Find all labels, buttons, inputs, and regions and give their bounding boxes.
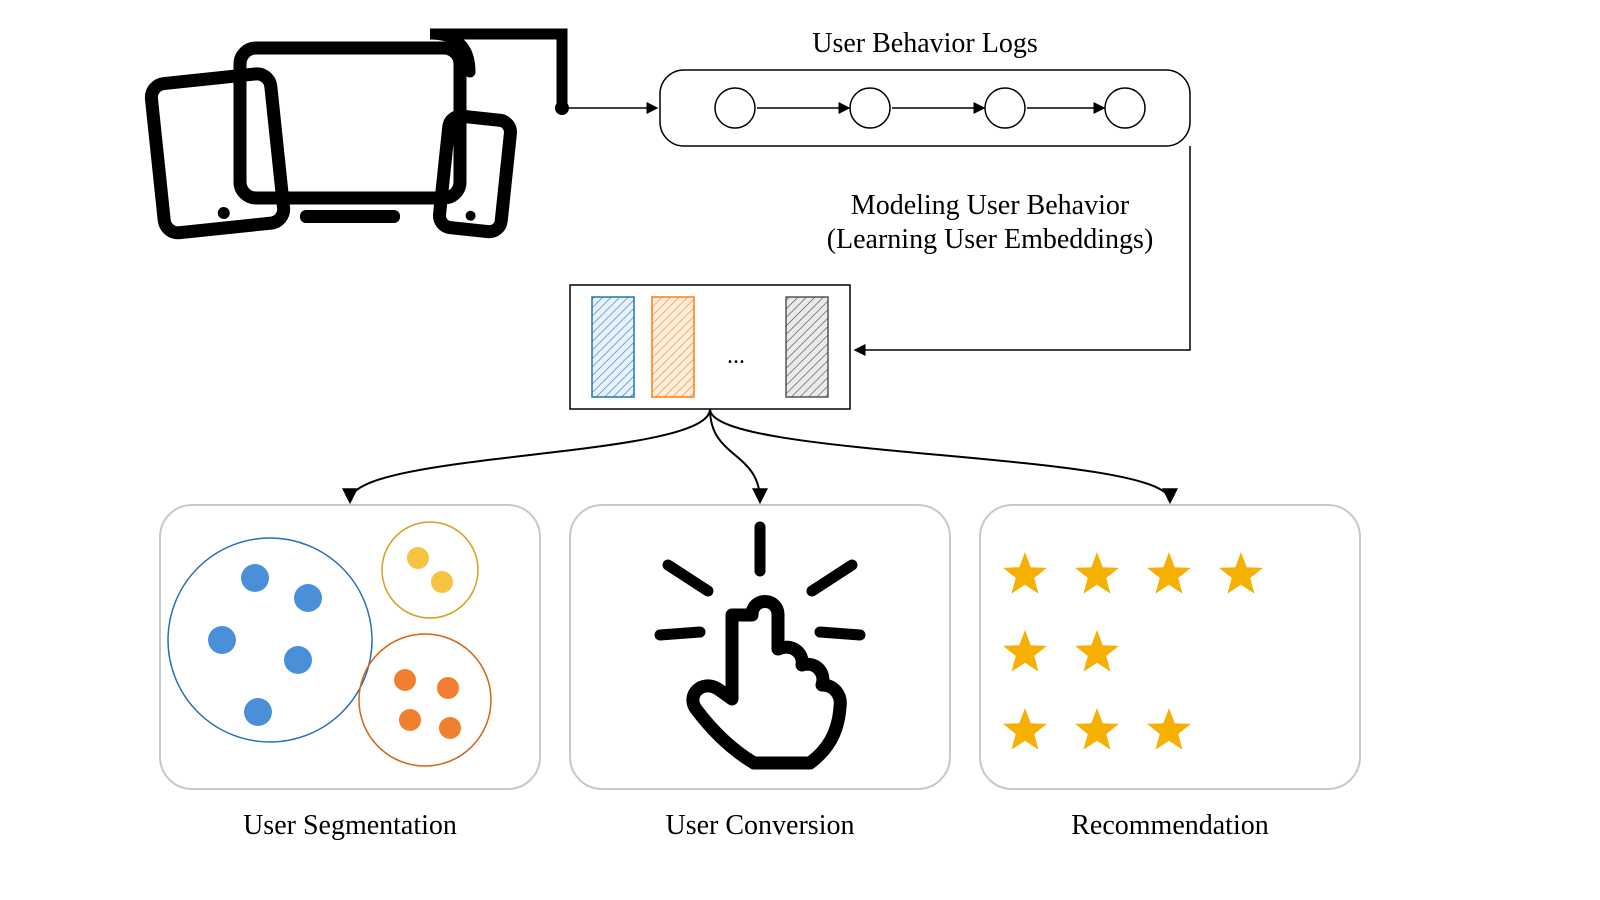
cluster-dot (407, 547, 429, 569)
modeling-label-line2: (Learning User Embeddings) (690, 224, 1290, 256)
log-event-node (850, 88, 890, 128)
diagram-canvas (0, 0, 1600, 900)
conversion-panel (570, 505, 950, 789)
rating-star-icon (1003, 552, 1047, 594)
cluster-dot (244, 698, 272, 726)
rating-star-icon (1147, 552, 1191, 594)
rating-star-icon (1219, 552, 1263, 594)
modeling-label-line1: Modeling User Behavior (690, 190, 1290, 222)
rating-star-icon (1075, 708, 1119, 750)
cluster-dot (284, 646, 312, 674)
rating-star-icon (1075, 552, 1119, 594)
rating-star-icon (1147, 708, 1191, 750)
rating-star-icon (1003, 708, 1047, 750)
behavior-logs-box (660, 70, 1190, 146)
cluster-outline-orange (359, 634, 491, 766)
cluster-dot (208, 626, 236, 654)
cluster-dot (431, 571, 453, 593)
cluster-dot (241, 564, 269, 592)
rating-star-icon (1075, 630, 1119, 672)
cluster-dot (394, 669, 416, 691)
cluster-dot (399, 709, 421, 731)
cluster-outline-yellow (382, 522, 478, 618)
behavior-logs-label: User Behavior Logs (625, 28, 1225, 60)
branch-arrows (350, 409, 1170, 501)
cluster-dot (439, 717, 461, 739)
log-event-node (1105, 88, 1145, 128)
click-burst-line (660, 632, 700, 635)
click-burst-line (820, 632, 860, 635)
click-burst-line (668, 565, 708, 591)
devices-icon (150, 34, 569, 234)
click-burst-line (812, 565, 852, 591)
cluster-dot (437, 677, 459, 699)
ellipsis-label: ... (436, 343, 1036, 370)
recommendation-caption: Recommendation (870, 810, 1470, 842)
segmentation-panel (160, 505, 540, 789)
rating-star-icon (1003, 630, 1047, 672)
log-event-node (985, 88, 1025, 128)
log-event-node (715, 88, 755, 128)
click-hand-icon (693, 602, 840, 764)
cluster-dot (294, 584, 322, 612)
recommendation-panel (980, 505, 1360, 789)
